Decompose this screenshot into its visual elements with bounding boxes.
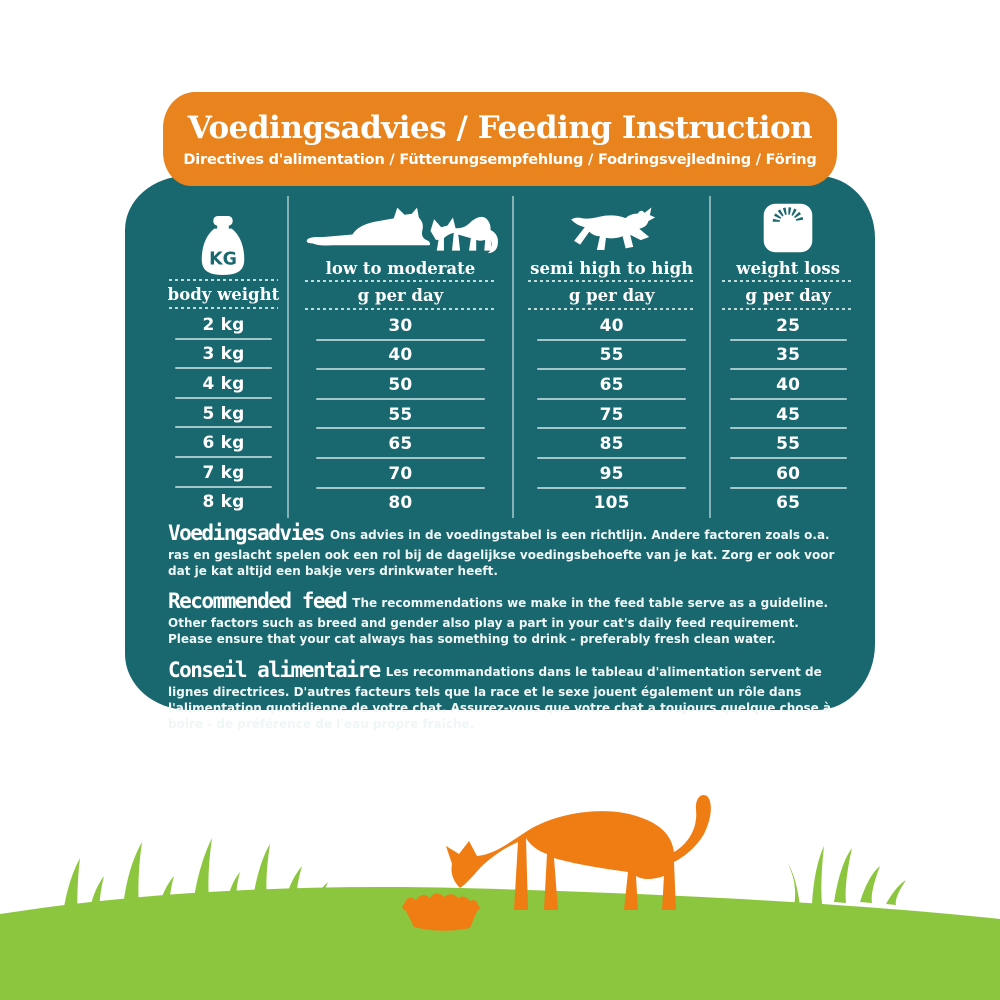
column-sublabel: g per day (357, 285, 444, 305)
table-cell: 55 (711, 429, 865, 459)
grass-scene (0, 794, 1000, 1000)
table-cell: 40 (514, 311, 709, 341)
table-cell: 4 kg (160, 369, 287, 399)
table-cell: 7 kg (160, 458, 287, 488)
table-cell: 55 (289, 400, 512, 430)
column-label: body weight (167, 284, 280, 304)
header-banner: Voedingsadvies / Feeding Instruction Dir… (163, 92, 837, 186)
food-bowl (402, 893, 480, 931)
note-text: Ons advies in de voedingstabel is een ri… (168, 528, 835, 579)
table-cell: 8 kg (202, 492, 245, 513)
feeding-panel (125, 176, 875, 710)
table-cell: 65 (514, 370, 709, 400)
icon-zone (711, 196, 865, 256)
table-cell: 3 kg (160, 340, 287, 370)
dotted-divider (722, 280, 855, 282)
dotted-divider (304, 280, 497, 282)
table-cell: 85 (514, 429, 709, 459)
column-label: semi high to high (530, 259, 694, 278)
table-cell: 5 kg (160, 399, 287, 429)
grass-hill (0, 887, 1000, 1000)
table-cell: 40 (289, 341, 512, 371)
column-body-weight: KG body weight 2 kg 3 kg 4 kg 5 kg 6 kg … (160, 196, 289, 519)
note-text: Les recommandations dans le tableau d'al… (168, 664, 832, 731)
table-cell: 105 (593, 493, 630, 514)
icon-zone (514, 196, 709, 256)
table-cell: 25 (711, 311, 865, 341)
dotted-divider (722, 308, 855, 310)
grass-tuft-right (788, 846, 906, 906)
note-french: Conseil alimentaire Les recommandations d… (168, 656, 844, 732)
table-cell: 70 (289, 459, 512, 489)
table-cell: 2 kg (160, 310, 287, 340)
table-cell: 35 (711, 341, 865, 371)
table-cell: 75 (514, 400, 709, 430)
table-cell: 55 (514, 341, 709, 371)
cats-resting-icon (307, 207, 499, 254)
column-sublabel: g per day (568, 285, 655, 305)
table-cell: 50 (289, 370, 512, 400)
table-cell: 45 (711, 400, 865, 430)
table-cell: 95 (514, 459, 709, 489)
column-sublabel: g per day (745, 285, 831, 305)
kg-weight-icon: KG (202, 216, 245, 275)
table-cell: 6 kg (160, 428, 287, 458)
eating-cat-silhouette (446, 794, 711, 910)
kg-icon-text: KG (210, 249, 238, 269)
dotted-divider (527, 308, 696, 310)
column-label: weight loss (736, 259, 841, 278)
dotted-divider (304, 308, 497, 310)
table-cell: 60 (711, 459, 865, 489)
note-english: Recommended feed The recommendations we m… (168, 587, 844, 647)
dotted-divider (168, 307, 279, 309)
column-low-to-moderate: low to moderate g per day 30 40 50 55 65… (289, 196, 514, 519)
feeding-table: KG body weight 2 kg 3 kg 4 kg 5 kg 6 kg … (160, 196, 865, 519)
note-heading: Recommended feed (168, 589, 348, 614)
table-cell: 80 (388, 493, 413, 514)
page-subtitle: Directives d'alimentation / Fütterungsem… (183, 151, 817, 168)
column-weight-loss: weight loss g per day 25 35 40 45 55 60 … (711, 196, 865, 518)
notes-section: Voedingsadvies Ons advies in de voedingst… (168, 519, 844, 740)
icon-zone: KG (160, 196, 287, 278)
dotted-divider (527, 280, 696, 282)
page-title: Voedingsadvies / Feeding Instruction (187, 110, 813, 147)
note-text: The recommendations we make in the feed … (168, 596, 829, 647)
dotted-divider (168, 279, 279, 281)
table-cell: 40 (711, 370, 865, 400)
table-cell: 65 (289, 429, 512, 459)
note-heading: Voedingsadvies (168, 521, 326, 545)
icon-zone (289, 196, 512, 256)
table-cell: 30 (289, 311, 512, 341)
note-heading: Conseil alimentaire (168, 657, 381, 682)
table-cell: 65 (776, 493, 801, 514)
note-dutch: Voedingsadvies Ons advies in de voedingst… (168, 519, 844, 579)
grass-tuft-left (62, 838, 328, 922)
column-semi-high-to-high: semi high to high g per day 40 55 65 75 … (514, 196, 712, 519)
cat-running-icon (570, 207, 655, 250)
scale-icon (763, 203, 813, 253)
column-label: low to moderate (325, 259, 476, 278)
